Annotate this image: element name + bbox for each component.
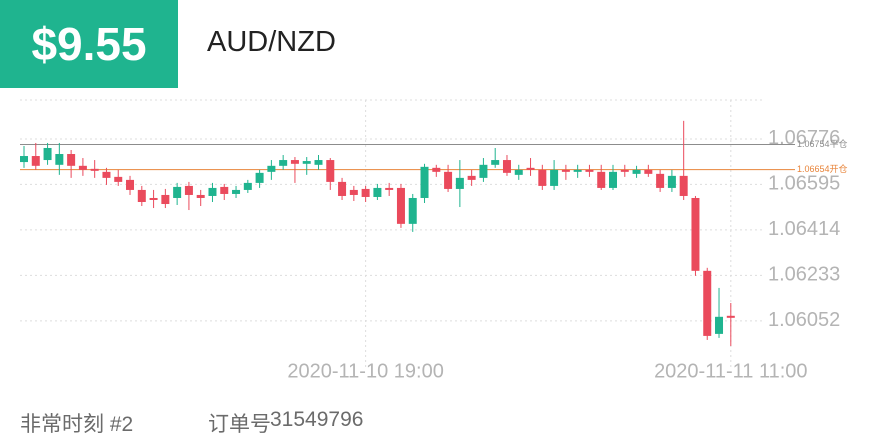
candle-body [502, 160, 511, 173]
candle-body [196, 194, 205, 198]
candle-body [31, 156, 40, 166]
candle-body [597, 171, 606, 188]
candle-body [479, 164, 488, 178]
candle-body [455, 177, 464, 189]
candle-body [290, 160, 299, 164]
candle-body [243, 182, 252, 190]
candle-body [326, 160, 335, 182]
candle-body [550, 169, 559, 186]
candle-body [561, 169, 570, 172]
candle-body [691, 197, 700, 271]
candle-body [126, 179, 135, 190]
candle-body [703, 270, 712, 336]
candle-body [514, 169, 523, 175]
candle-body [220, 186, 229, 194]
candle-body [385, 187, 394, 190]
candle-body [444, 171, 453, 189]
candle-body [184, 185, 193, 195]
candle-body [408, 197, 417, 224]
y-tick-label: 1.06414 [768, 218, 840, 240]
candle-body [338, 181, 347, 196]
candle-body [102, 171, 111, 178]
profit-badge: $9.55 [0, 0, 178, 88]
candle-body [43, 147, 52, 161]
candle-body [467, 175, 476, 180]
candle-body [279, 160, 288, 166]
event-name: 非常时刻 #2 [20, 413, 134, 436]
x-tick-label: 2020-11-10 19:00 [287, 360, 443, 382]
x-tick-label: 2020-11-11 11:00 [654, 360, 807, 382]
candle-body [432, 167, 441, 172]
candle-body [173, 186, 182, 198]
candle-body [632, 169, 641, 174]
symbol: AUD/NZD [207, 26, 336, 58]
candle-body [573, 169, 582, 172]
candle-body [314, 160, 323, 165]
candle-body [526, 167, 535, 170]
order-number: 31549796 [270, 408, 364, 431]
candle-body [715, 316, 724, 334]
candle-body [396, 187, 405, 224]
candle-body [114, 176, 123, 182]
y-tick-label: 1.06233 [768, 264, 840, 286]
candle-body [373, 187, 382, 197]
candle-body [726, 315, 735, 318]
candle-body [267, 165, 276, 172]
candle-body [491, 160, 500, 165]
candle-body [302, 161, 311, 164]
y-tick-label: 1.06052 [768, 309, 840, 331]
chart: 1.06776 1.06595 1.06414 1.06233 1.06052 2020-… [20, 99, 848, 382]
candle-body [538, 169, 547, 186]
order-label: 订单号 [208, 413, 271, 436]
candle-body [667, 175, 676, 188]
candle-body [255, 172, 264, 183]
candle-body [585, 169, 594, 172]
candle-body [361, 188, 370, 197]
candle-body [656, 173, 665, 188]
candle-body [55, 154, 64, 165]
candle-body [161, 194, 170, 205]
candle-body [232, 189, 241, 194]
candle-body [420, 166, 429, 198]
reference-label: 1.06654开仓 [797, 163, 848, 174]
candle-body [137, 189, 146, 202]
candle-body [67, 154, 76, 166]
candle-body [208, 187, 217, 196]
candle-body [149, 197, 158, 200]
candle-body [609, 171, 617, 188]
candle-body [20, 156, 28, 163]
y-tick-label: 1.06595 [768, 173, 840, 195]
reference-label: 1.06754平仓 [797, 138, 848, 149]
candle-body [90, 168, 99, 171]
candle-body [679, 175, 688, 196]
y-tick-label: 1.06776 [768, 127, 840, 149]
candle-body [644, 169, 653, 174]
candle-body [349, 189, 358, 195]
candle-body [78, 165, 87, 170]
candle-body [620, 169, 629, 172]
